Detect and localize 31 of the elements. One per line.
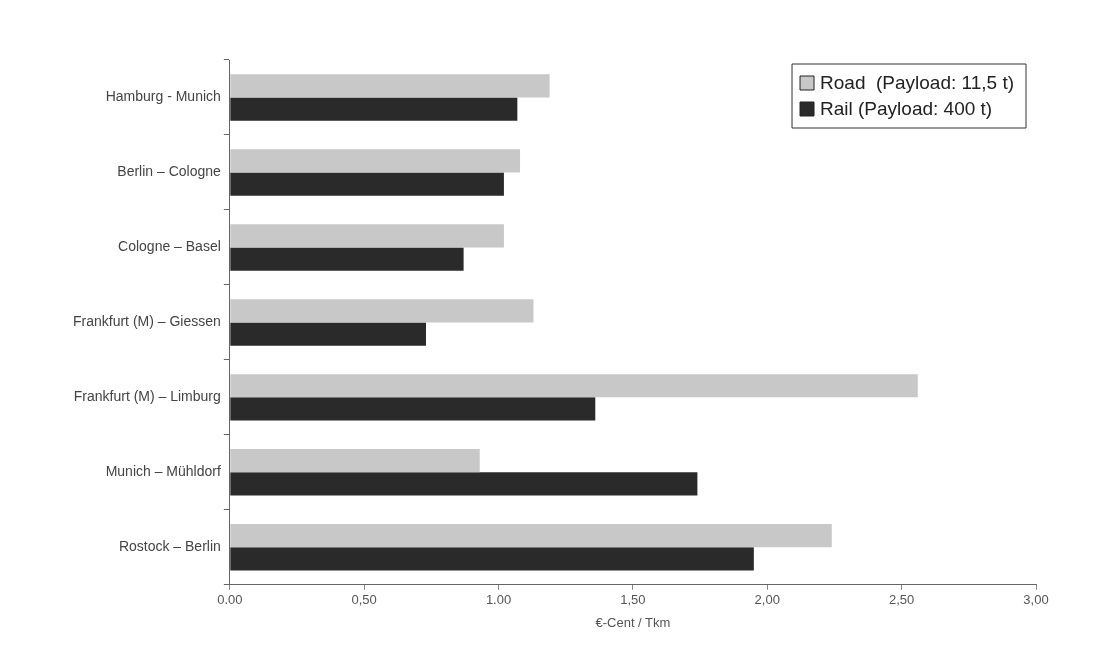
bar: [230, 322, 426, 346]
y-tick-label: Rostock – Berlin: [118, 538, 221, 555]
x-axis-title: €-Cent / Tkm: [595, 614, 671, 630]
x-tick-label: 2,00: [754, 592, 780, 608]
x-tick-label: 1,50: [620, 592, 646, 608]
x-tick-label: 2,50: [888, 592, 915, 608]
bar: [230, 449, 480, 473]
bar: [230, 299, 534, 323]
bar: [230, 247, 464, 271]
y-tick-label: Berlin – Cologne: [117, 163, 222, 180]
bar: [230, 397, 596, 421]
y-tick-label: Frankfurt (M) – Limburg: [73, 388, 221, 405]
bar: [230, 224, 504, 248]
y-tick-label: Cologne – Basel: [118, 238, 221, 255]
x-tick-label: 0,50: [351, 592, 377, 608]
bar: [230, 74, 550, 98]
legend-label: Rail (Payload: 400 t): [820, 98, 993, 120]
y-tick-label: Munich – Mühldorf: [105, 463, 221, 480]
x-tick-label: 1.00: [485, 592, 512, 608]
y-tick-label: Hamburg - Munich: [105, 88, 221, 105]
bar: [230, 547, 754, 571]
bar: [230, 97, 518, 121]
bar: [230, 472, 698, 496]
bar: [230, 374, 918, 398]
legend-label: Road (Payload: 11,5 t): [820, 72, 1014, 94]
x-tick-label: 3,00: [1023, 592, 1049, 608]
bar: [230, 172, 504, 196]
y-tick-label: Frankfurt (M) – Giessen: [72, 313, 221, 330]
bar: [230, 149, 521, 173]
bar: [230, 524, 832, 548]
x-tick-label: 0.00: [217, 592, 243, 608]
